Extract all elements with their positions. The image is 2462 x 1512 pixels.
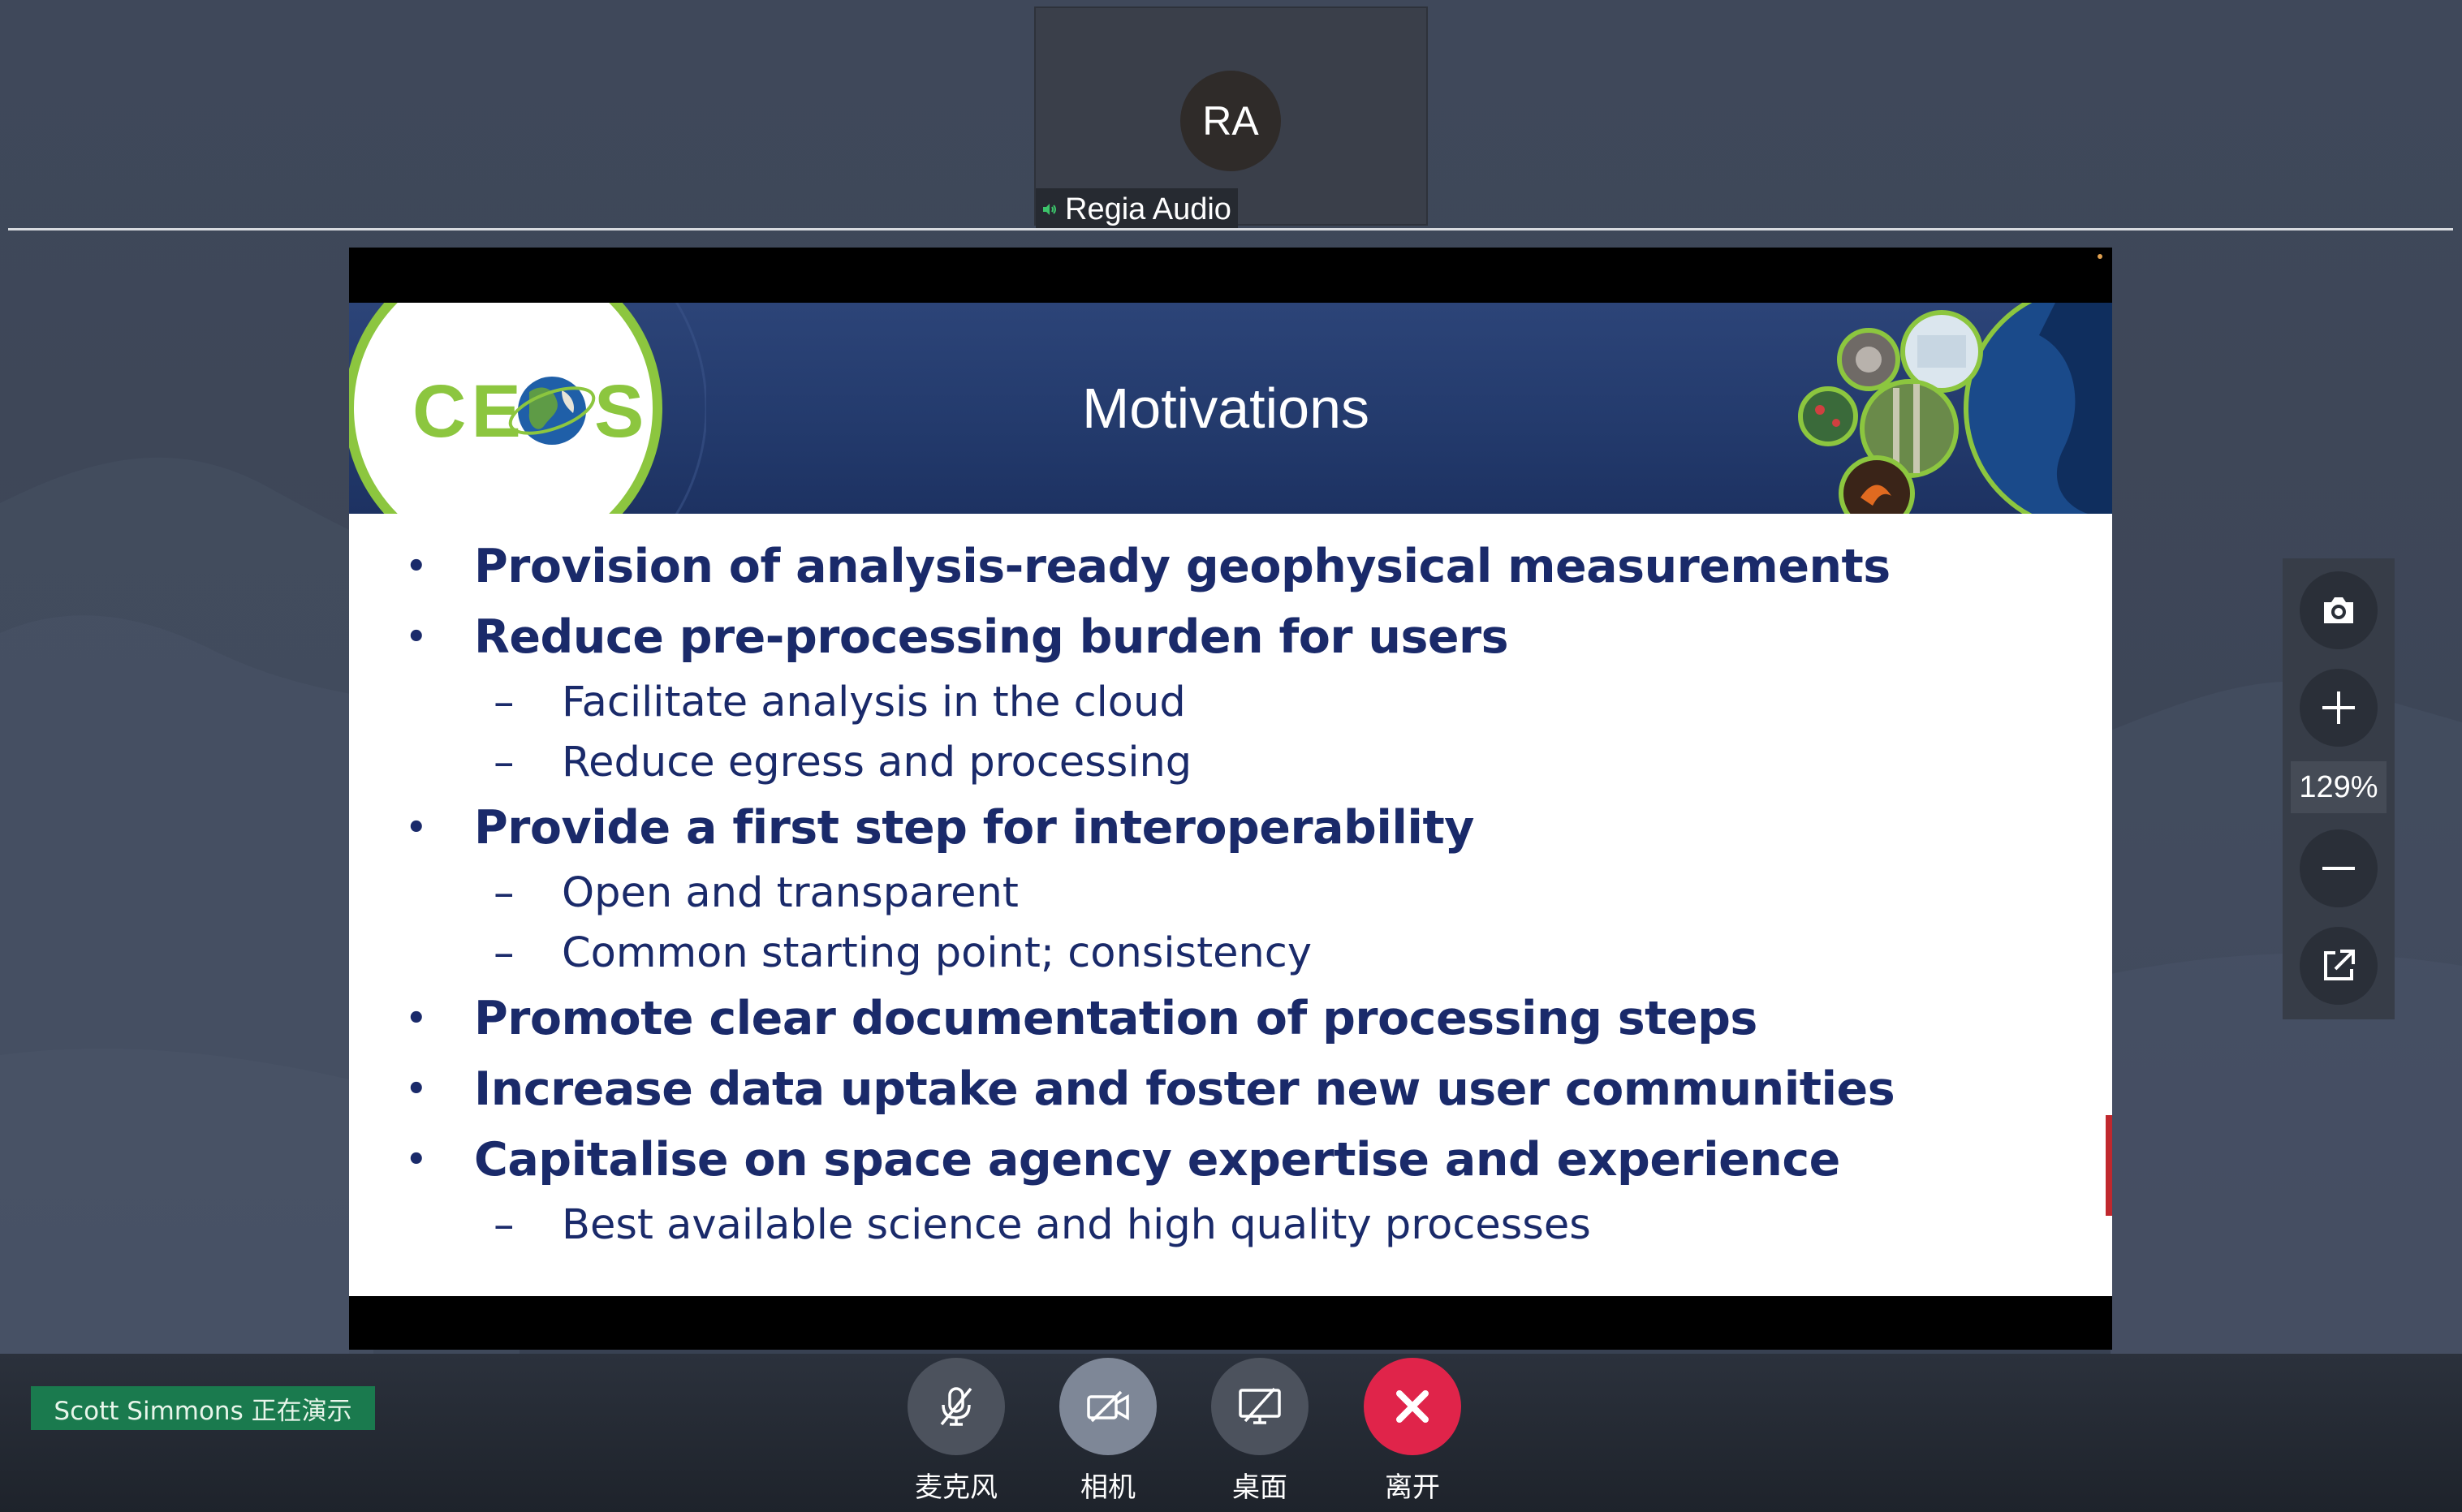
mic-off-icon [940,1387,972,1426]
camera-icon [2324,597,2353,623]
plus-icon [2322,691,2355,724]
shared-screen[interactable]: CE S Motivations [349,248,2112,1350]
tile-divider [8,228,2453,230]
bullet-item: Reduce pre-processing burden for users [349,602,2112,673]
zoom-toolbar: 129% [2283,558,2395,1019]
svg-text:S: S [594,370,644,453]
leave-button[interactable] [1364,1358,1461,1455]
camera-control[interactable]: 相机 [1059,1358,1157,1505]
sub-bullet-item: Reduce egress and processing [349,733,2112,793]
close-icon [1396,1390,1429,1423]
camera-off-icon [1087,1390,1129,1423]
desktop-control[interactable]: 桌面 [1211,1358,1309,1505]
zoom-level: 129% [2291,761,2387,813]
leave-control[interactable]: 离开 [1364,1358,1461,1505]
slide-title: Motivations [1081,377,1370,440]
pop-out-button[interactable] [2300,927,2378,1005]
sub-bullet-item: Common starting point; consistency [349,924,2112,984]
sub-bullet-item: Best available science and high quality … [349,1195,2112,1256]
bullet-item: Capitalise on space agency expertise and… [349,1125,2112,1195]
sub-bullet-item: Facilitate analysis in the cloud [349,673,2112,733]
ceos-logo: CE S [349,303,706,514]
camera-label: 相机 [1080,1471,1136,1504]
earth-imagery-collage [1798,303,2112,514]
camera-button[interactable] [1059,1358,1157,1455]
desktop-label: 桌面 [1232,1471,1287,1504]
scroll-marker [2106,1115,2112,1216]
mic-label: 麦克风 [915,1471,998,1504]
participant-tile[interactable]: RA Regia Audio [1034,6,1428,230]
bullet-item: Provision of analysis-ready geophysical … [349,532,2112,602]
bullet-item: Promote clear documentation of processin… [349,984,2112,1054]
leave-label: 离开 [1385,1471,1440,1504]
zoom-in-button[interactable] [2300,669,2378,747]
participant-name: Regia Audio [1065,192,1231,226]
participant-name-tag: Regia Audio [1036,188,1238,230]
bullet-item: Increase data uptake and foster new user… [349,1054,2112,1125]
mic-control[interactable]: 麦克风 [908,1358,1005,1505]
svg-text:CE: CE [412,370,526,453]
speaker-icon [1043,204,1056,215]
minus-icon [2322,867,2355,870]
screenshot-button[interactable] [2300,571,2378,649]
presenter-badge: Scott Simmons 正在演示 [31,1386,375,1430]
slide-bullet-list: Provision of analysis-ready geophysical … [349,514,2112,1256]
sub-bullet-item: Open and transparent [349,864,2112,924]
slide-header: CE S Motivations [349,303,2112,514]
bullet-item: Provide a first step for interoperabilit… [349,793,2112,864]
participant-avatar: RA [1180,71,1281,171]
external-link-icon [2324,950,2355,980]
screen-share-off-icon [1239,1387,1281,1424]
mic-button[interactable] [908,1358,1005,1455]
presentation-slide: CE S Motivations [349,303,2112,1296]
share-indicator-dot [2098,254,2102,259]
zoom-out-button[interactable] [2300,829,2378,907]
desktop-share-button[interactable] [1211,1358,1309,1455]
